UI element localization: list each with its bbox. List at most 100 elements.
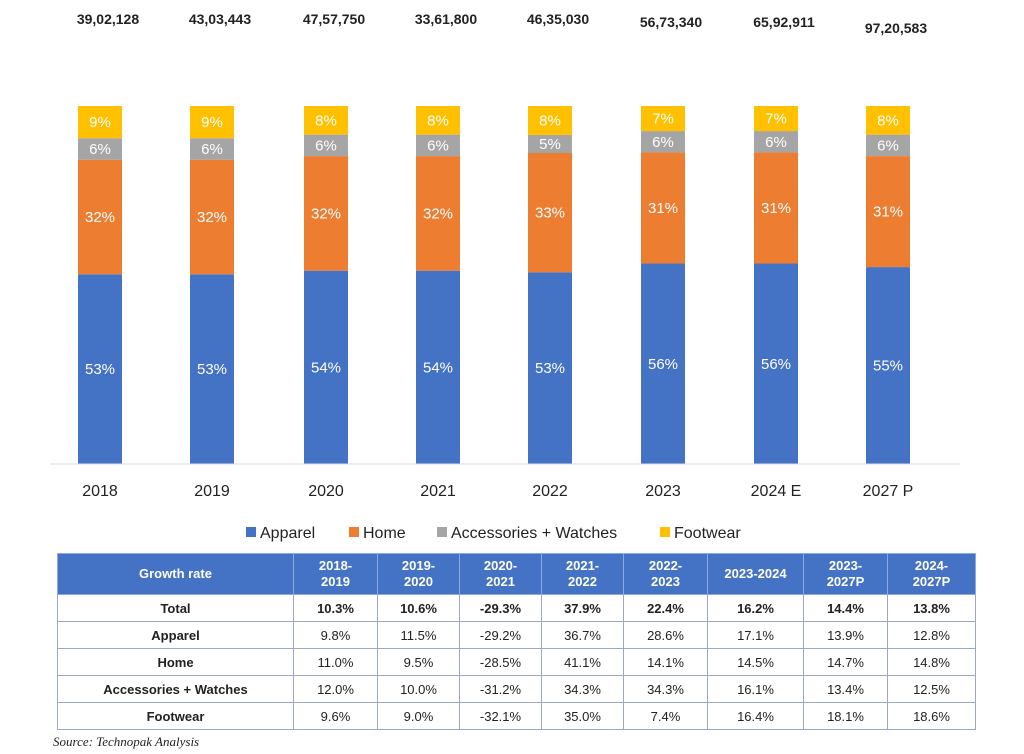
table-cell: 34.3% bbox=[623, 675, 708, 703]
year-totals: 39,02,128 43,03,443 47,57,750 33,61,800 46,3… bbox=[77, 11, 927, 36]
table-cell: 9.6% bbox=[293, 702, 378, 730]
bar-segment bbox=[78, 274, 122, 464]
table-cell: 13.9% bbox=[803, 621, 888, 649]
segment-label: 6% bbox=[427, 137, 449, 154]
bars: 53% 32% 6% 9% 53% 32% 6% 9% 54% 32% 6% 8% 54% 32% 6% 8%… bbox=[78, 106, 910, 464]
bar-segment bbox=[190, 138, 234, 160]
source-note: Source: Technopak Analysis bbox=[53, 734, 200, 749]
table-cell: 11.5% bbox=[377, 621, 460, 649]
bar-segment bbox=[866, 134, 910, 157]
x-tick-label: 2023 bbox=[645, 483, 681, 500]
table-cell: 37.9% bbox=[541, 594, 624, 622]
segment-label: 8% bbox=[539, 112, 561, 129]
bar-segment bbox=[641, 152, 685, 264]
x-axis-ticks: 2018 2019 2020 2021 2022 2023 2024 E 2027 P bbox=[82, 483, 913, 500]
column-header: 2018- 2019 bbox=[293, 553, 378, 595]
segment-label: 56% bbox=[648, 356, 678, 373]
legend-label: Apparel bbox=[260, 525, 315, 542]
table-cell: 34.3% bbox=[541, 675, 624, 703]
bar-segment bbox=[641, 131, 685, 153]
table-cell: -29.3% bbox=[459, 594, 542, 622]
column-header: 2023-2024 bbox=[707, 553, 804, 595]
table-cell: -28.5% bbox=[459, 648, 542, 676]
legend-item: Home bbox=[349, 525, 406, 542]
table-cell: 9.5% bbox=[377, 648, 460, 676]
legend: Apparel Home Accessories + Watches Footwear bbox=[246, 525, 741, 542]
row-label: Accessories + Watches bbox=[57, 675, 294, 703]
bar-segment bbox=[304, 156, 348, 271]
table-row: Accessories + Watches 12.0% 10.0% -31.2% 34.… bbox=[57, 675, 976, 703]
column-header: 2021- 2022 bbox=[541, 553, 624, 595]
x-tick-label: 2027 P bbox=[863, 483, 914, 500]
table-cell: 16.4% bbox=[707, 702, 804, 730]
segment-label: 6% bbox=[201, 141, 223, 158]
segment-label: 33% bbox=[535, 205, 565, 222]
column-header: 2020- 2021 bbox=[459, 553, 542, 595]
total-label: 33,61,800 bbox=[415, 11, 477, 27]
bar-segment bbox=[190, 159, 234, 275]
table-cell: 16.1% bbox=[707, 675, 804, 703]
table-cell: 7.4% bbox=[623, 702, 708, 730]
total-label: 46,35,030 bbox=[527, 11, 589, 27]
legend-swatch bbox=[437, 527, 447, 537]
stacked-bar-chart: 39,02,128 43,03,443 47,57,750 33,61,800 46,3… bbox=[50, 11, 960, 542]
segment-label: 8% bbox=[315, 112, 337, 129]
segment-label: 55% bbox=[873, 358, 903, 375]
column-header: 2019- 2020 bbox=[377, 553, 460, 595]
legend-item: Accessories + Watches bbox=[437, 525, 617, 542]
segment-label: 32% bbox=[85, 209, 115, 226]
segment-label: 32% bbox=[311, 205, 341, 222]
table-cell: 14.1% bbox=[623, 648, 708, 676]
bar-segment bbox=[416, 134, 460, 157]
total-label: 43,03,443 bbox=[189, 11, 251, 27]
table-row: Apparel 9.8% 11.5% -29.2% 36.7% 28.6% 17.1% 13.… bbox=[57, 621, 976, 649]
table-cell: 28.6% bbox=[623, 621, 708, 649]
segment-label: 32% bbox=[423, 205, 453, 222]
table-cell: 12.0% bbox=[293, 675, 378, 703]
segment-label: 54% bbox=[311, 359, 341, 376]
table-cell: 10.3% bbox=[293, 594, 378, 622]
growth-rate-table: Growth rate 2018- 2019 2019- 2020 2020- 20… bbox=[57, 553, 976, 730]
column-header: 2022- 2023 bbox=[623, 553, 708, 595]
legend-item: Apparel bbox=[246, 525, 315, 542]
table-row: Total 10.3% 10.6% -29.3% 37.9% 22.4% 16.2% 14.4… bbox=[57, 594, 976, 622]
segment-label: 6% bbox=[765, 134, 787, 151]
row-label: Apparel bbox=[57, 621, 294, 649]
table-cell: 9.8% bbox=[293, 621, 378, 649]
segment-label: 6% bbox=[89, 141, 111, 158]
bar-segment bbox=[416, 270, 460, 464]
bar-segment bbox=[866, 106, 910, 135]
segment-label: 7% bbox=[652, 111, 674, 128]
table-cell: 10.6% bbox=[377, 594, 460, 622]
segment-label: 53% bbox=[197, 361, 227, 378]
total-label: 65,92,911 bbox=[753, 14, 815, 30]
bar-segment bbox=[641, 263, 685, 464]
bar-segment bbox=[641, 106, 685, 132]
bar-segment bbox=[190, 274, 234, 464]
segment-label: 7% bbox=[765, 111, 787, 128]
table-cell: 18.6% bbox=[887, 702, 976, 730]
table-cell: 18.1% bbox=[803, 702, 888, 730]
bar-segment bbox=[866, 267, 910, 464]
x-tick-label: 2018 bbox=[82, 483, 118, 500]
table-cell: 35.0% bbox=[541, 702, 624, 730]
table-cell: -31.2% bbox=[459, 675, 542, 703]
bar-segment bbox=[754, 263, 798, 464]
table-cell: 13.8% bbox=[887, 594, 976, 622]
segment-label: 31% bbox=[873, 204, 903, 221]
segment-label: 8% bbox=[877, 112, 899, 129]
table-cell: 14.5% bbox=[707, 648, 804, 676]
row-label: Home bbox=[57, 648, 294, 676]
segment-label: 31% bbox=[761, 200, 791, 217]
bar-segment bbox=[304, 134, 348, 157]
bar-segment bbox=[78, 106, 122, 139]
legend-item: Footwear bbox=[660, 525, 741, 542]
table-cell: 12.5% bbox=[887, 675, 976, 703]
bar-segment bbox=[416, 156, 460, 271]
x-tick-label: 2019 bbox=[194, 483, 230, 500]
table-cell: -32.1% bbox=[459, 702, 542, 730]
table-cell: 17.1% bbox=[707, 621, 804, 649]
segment-label: 6% bbox=[315, 137, 337, 154]
bar-segment bbox=[528, 106, 572, 135]
segment-label: 6% bbox=[652, 134, 674, 151]
